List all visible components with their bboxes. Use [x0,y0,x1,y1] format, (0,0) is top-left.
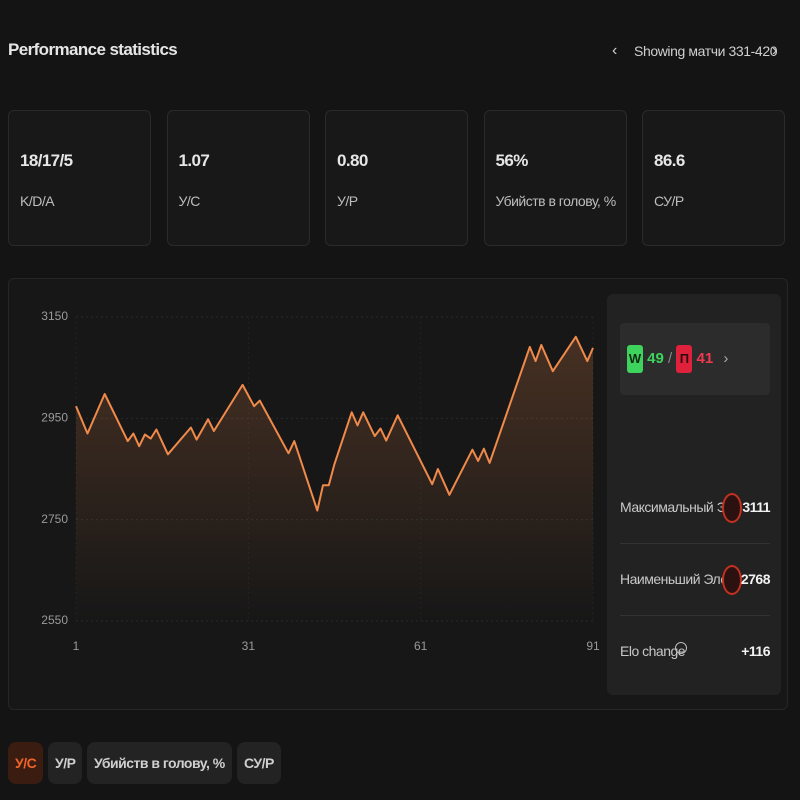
stat-label: Убийств в голову, % [495,193,617,209]
y-tick-label: 3150 [41,309,68,323]
y-tick-label: 2950 [41,411,68,425]
win-loss-box[interactable]: W 49 / П 41 › [620,323,770,395]
stat-card: 56% Убийств в голову, % [483,110,627,246]
separator: / [668,350,673,367]
tab[interactable]: У/С [8,742,44,784]
match-range: Showing матчи 331-420 [634,43,778,59]
row-label: Elo change [620,643,686,659]
y-tick-label: 2750 [41,512,68,526]
stat-value: 86.6 [654,151,685,170]
summary-panel: W 49 / П 41 › Максимальный Эло 3111 Наимен… [607,294,781,695]
level-icon [722,493,742,523]
x-tick-label: 1 [73,639,80,653]
summary-row: Максимальный Эло 3111 [620,471,770,544]
stat-value: 0.80 [337,151,368,170]
area [76,336,593,621]
stat-label: У/С [178,193,201,209]
stat-card: 18/17/5 K/D/A [8,110,151,246]
level-icon [722,565,742,595]
section-title: Performance statistics [8,40,178,59]
stat-value: 18/17/5 [20,151,73,170]
stat-card: 1.07 У/С [166,110,310,246]
stat-label: У/Р [337,193,358,209]
stat-value: 1.07 [178,151,210,170]
tab[interactable]: У/Р [48,742,83,784]
x-tick-label: 61 [414,639,428,653]
stat-value: 56% [495,151,529,170]
prev-arrow[interactable]: ‹ [612,42,618,59]
stat-label: K/D/A [20,193,55,209]
x-tick-label: 31 [242,639,256,653]
summary-row: Elo change +116 [620,615,770,687]
stat-card: 86.6 СУ/Р [642,110,785,246]
win-badge: W [627,345,643,373]
tab[interactable]: СУ/Р [237,742,281,784]
row-value: 2768 [740,571,771,587]
line [75,335,594,512]
row-label: Максимальный Эло [620,499,741,515]
chart: 2550 2750 2950 3150 1 31 61 91 [41,309,600,653]
x-tick-label: 91 [586,639,600,653]
stat-card: 0.80 У/Р [325,110,468,246]
stat-label: СУ/Р [654,193,684,209]
summary-row: Наименьший Эло 2768 [620,543,771,616]
next-arrow[interactable]: › [772,42,778,59]
wins: 49 [647,350,664,367]
losses: 41 [696,350,714,367]
row-label: Наименьший Эло [620,571,728,587]
row-value: 3111 [742,499,770,515]
arrow: › [723,350,729,367]
y-tick-label: 2550 [41,613,68,627]
info-icon [675,642,687,654]
tab[interactable]: Убийств в голову, % [87,742,232,784]
row-value: +116 [741,643,770,659]
loss-badge: П [676,345,693,373]
